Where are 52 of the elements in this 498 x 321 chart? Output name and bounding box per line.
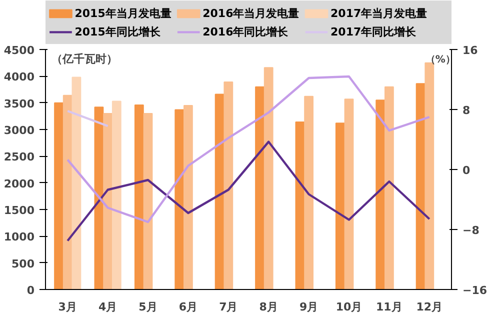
bar bbox=[54, 102, 64, 290]
bar bbox=[384, 86, 394, 290]
y-tick-label: 500 bbox=[12, 257, 35, 270]
x-tick-label: 6月 bbox=[178, 300, 198, 314]
x-tick-label: 12月 bbox=[416, 300, 443, 314]
y2-tick-label: −8 bbox=[462, 224, 480, 237]
y2-tick-label: 8 bbox=[462, 104, 470, 117]
x-tick-label: 11月 bbox=[376, 300, 402, 314]
x-tick-label: 3月 bbox=[58, 300, 77, 314]
y2-tick-label: 0 bbox=[462, 164, 470, 177]
y-tick-label: 1500 bbox=[4, 204, 35, 217]
y-tick-label: 4500 bbox=[4, 44, 35, 57]
bar bbox=[72, 76, 82, 290]
bar bbox=[264, 67, 274, 290]
bar bbox=[103, 113, 113, 290]
bar bbox=[184, 105, 193, 290]
legend-label: 2017年当月发电量 bbox=[330, 7, 428, 20]
y2-tick-label: −16 bbox=[462, 284, 488, 297]
line-series bbox=[66, 75, 430, 224]
bar bbox=[112, 100, 122, 290]
bar bbox=[62, 94, 72, 290]
x-tick-label: 9月 bbox=[299, 300, 318, 314]
y2-tick-label: 16 bbox=[462, 44, 478, 57]
bar bbox=[304, 96, 314, 290]
x-tick-label: 10月 bbox=[336, 300, 362, 314]
x-tick-label: 4月 bbox=[98, 300, 118, 314]
y-tick-label: 4000 bbox=[4, 70, 35, 84]
bar bbox=[134, 104, 144, 290]
bar bbox=[174, 109, 184, 290]
bar bbox=[224, 82, 234, 290]
bar bbox=[376, 100, 386, 290]
legend-label: 2015年同比增长 bbox=[74, 26, 162, 39]
legend-label: 2017年同比增长 bbox=[330, 26, 418, 39]
legend-label: 2015年当月发电量 bbox=[74, 7, 172, 20]
legend-label: 2016年同比增长 bbox=[202, 26, 290, 39]
bar bbox=[344, 98, 354, 290]
x-tick-label: 8月 bbox=[259, 300, 278, 314]
y-tick-label: 2000 bbox=[4, 177, 35, 190]
y-tick-label: 2500 bbox=[4, 150, 35, 164]
bar bbox=[255, 86, 264, 290]
y-axis-title: （亿千瓦时） bbox=[52, 52, 118, 66]
y-tick-label: 0 bbox=[26, 284, 35, 297]
y-tick-label: 3500 bbox=[4, 97, 35, 110]
y2-axis-title: （%） bbox=[425, 54, 456, 66]
y-tick-label: 1000 bbox=[4, 230, 35, 244]
bar bbox=[335, 122, 345, 290]
legend-label: 2016年当月发电量 bbox=[202, 7, 300, 20]
line-series bbox=[66, 140, 430, 242]
x-tick-label: 7月 bbox=[219, 300, 238, 314]
y-tick-label: 3000 bbox=[4, 124, 35, 137]
x-tick-label: 5月 bbox=[138, 300, 158, 314]
bar bbox=[143, 113, 153, 290]
